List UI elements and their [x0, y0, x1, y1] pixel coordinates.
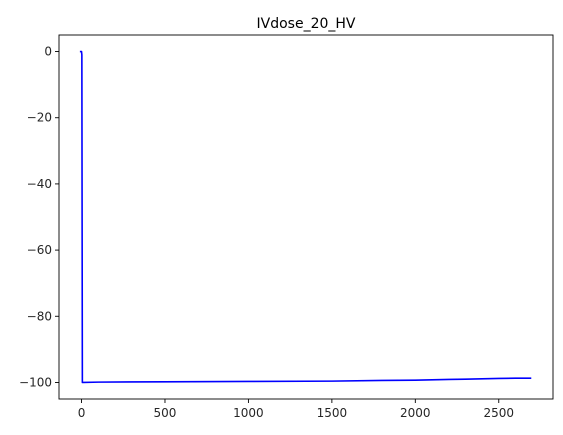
x-tick-label: 500	[154, 406, 177, 420]
y-tick-label: −60	[27, 243, 52, 257]
x-tick-label: 1500	[317, 406, 348, 420]
y-tick-label: −40	[27, 177, 52, 191]
axes-frame	[58, 34, 554, 400]
x-tick-label: 2500	[483, 406, 514, 420]
series-line-0	[79, 50, 532, 384]
x-tick-label: 0	[78, 406, 86, 420]
x-tick-label: 2000	[400, 406, 431, 420]
x-tick-label: 1000	[233, 406, 264, 420]
y-tick-label: −100	[19, 375, 52, 389]
chart-title: IVdose_20_HV	[257, 16, 356, 32]
axes: 0 500 1000 1500 2000 2500 0 −20 −40 −60 −80 −100	[19, 34, 554, 420]
y-tick-label: −80	[27, 309, 52, 323]
y-tick-label: −20	[27, 111, 52, 125]
plot-area	[79, 50, 532, 384]
y-tick-label: 0	[44, 45, 52, 59]
